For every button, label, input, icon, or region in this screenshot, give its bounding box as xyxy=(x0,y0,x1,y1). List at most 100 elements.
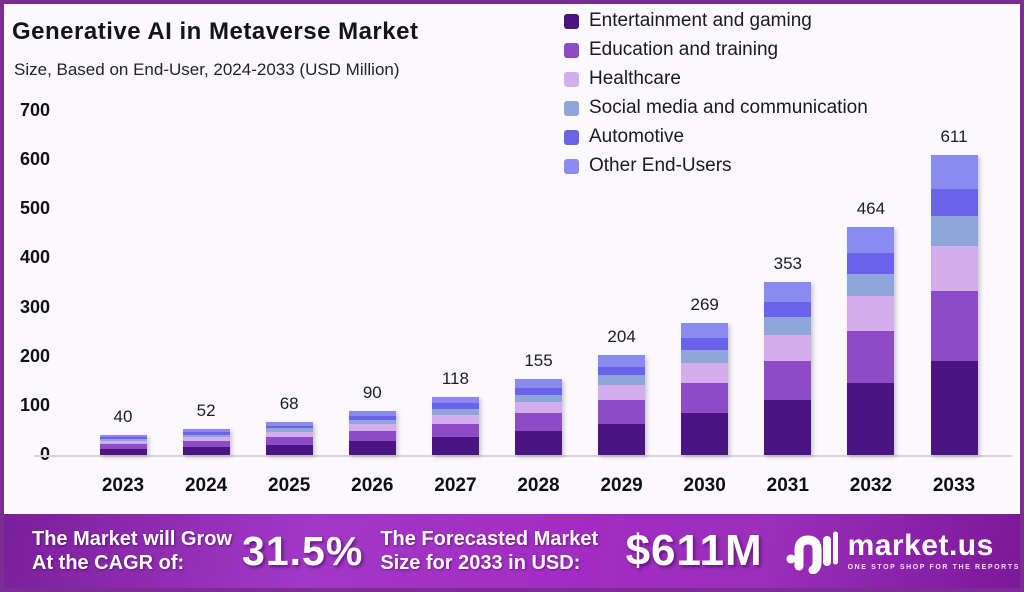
bar-segment xyxy=(764,317,812,335)
x-axis-tick-2023: 2023 xyxy=(101,475,145,496)
bar-segment xyxy=(598,375,646,386)
legend-swatch-icon xyxy=(564,100,579,116)
bar-segment xyxy=(930,189,978,217)
bar-segment xyxy=(764,334,812,361)
bar-segment xyxy=(847,227,895,254)
bar-segment xyxy=(431,436,479,455)
bar-2029 xyxy=(598,354,646,455)
x-axis-tick-2027: 2027 xyxy=(434,475,477,496)
bar-segment xyxy=(764,400,812,455)
bar-segment xyxy=(930,291,978,361)
bar-segment xyxy=(930,154,978,190)
bar-segment xyxy=(847,330,895,384)
bar-segment xyxy=(431,408,479,415)
y-axis-tick-500: 500 xyxy=(19,198,50,219)
x-axis-tick-2030: 2030 xyxy=(683,475,726,496)
cagr-value: 31.5% xyxy=(242,527,364,574)
bar-total-label-2023: 40 xyxy=(113,407,133,427)
bar-total-label-2026: 90 xyxy=(362,382,382,402)
legend-swatch-icon xyxy=(564,158,579,174)
cagr-label: The Market will Grow At the CAGR of: xyxy=(32,527,235,576)
bar-chart: 0 100 200 300 400 500 600 700 40 2023 52 2024 68 2025… xyxy=(4,4,1020,514)
marketus-logo: market.us ONE STOP SHOP FOR THE REPORTS xyxy=(786,528,1020,574)
cagr-label-line1: The Market will Grow xyxy=(32,527,233,550)
bar-segment xyxy=(348,424,396,431)
bar-segment xyxy=(182,432,230,435)
bar-segment xyxy=(265,436,313,445)
bar-segment xyxy=(182,437,230,442)
bar-segment xyxy=(681,363,729,383)
bar-segment xyxy=(182,441,230,448)
bar-total-label-2032: 464 xyxy=(856,198,886,218)
bar-segment xyxy=(681,338,729,350)
x-axis-tick-2032: 2032 xyxy=(849,475,893,496)
legend-label: Entertainment and gaming xyxy=(589,10,812,31)
bar-2028 xyxy=(515,378,562,455)
x-axis-tick-2029: 2029 xyxy=(600,475,643,496)
bar-segment xyxy=(182,429,230,433)
legend-label: Automotive xyxy=(589,126,685,147)
bar-segment xyxy=(348,415,396,420)
bar-segment xyxy=(265,425,313,429)
bar-segment xyxy=(348,419,396,425)
bar-segment xyxy=(681,382,729,414)
bar-total-label-2030: 269 xyxy=(690,294,719,314)
bar-segment xyxy=(348,430,396,442)
bar-segment xyxy=(598,354,646,367)
marketus-logo-icon xyxy=(786,531,838,574)
forecast-label-line1: The Forecasted Market xyxy=(380,527,599,550)
footer-banner: The Market will Grow At the CAGR of: 31.… xyxy=(4,514,1020,588)
legend-swatch-icon xyxy=(564,71,579,87)
bar-segment xyxy=(930,216,978,247)
bar-total-label-2028: 155 xyxy=(524,350,553,370)
x-axis-tick-2026: 2026 xyxy=(351,475,394,496)
bar-segment xyxy=(764,301,812,318)
bar-segment xyxy=(182,447,230,455)
bar-total-label-2029: 204 xyxy=(607,326,636,346)
bar-segment xyxy=(847,296,895,331)
x-axis-tick-2033: 2033 xyxy=(932,475,976,496)
legend-item-6: Other End-Users xyxy=(564,155,868,177)
bar-segment xyxy=(681,413,729,455)
bar-segment xyxy=(598,366,646,376)
bar-segment xyxy=(265,428,313,432)
y-axis-tick-700: 700 xyxy=(19,100,50,120)
bar-2032 xyxy=(847,227,895,455)
bar-segment xyxy=(598,423,646,455)
bar-segment xyxy=(515,430,562,455)
legend: Entertainment and gaming Education and tr… xyxy=(564,10,868,177)
x-axis-tick-2025: 2025 xyxy=(268,475,311,496)
cagr-label-line2: At the CAGR of: xyxy=(32,552,185,574)
bar-2031 xyxy=(764,281,812,455)
bar-segment xyxy=(431,414,479,424)
bar-2023 xyxy=(99,435,147,455)
bar-segment xyxy=(182,434,230,438)
bar-total-label-2024: 52 xyxy=(196,401,216,421)
y-axis-tick-300: 300 xyxy=(19,296,50,317)
legend-item-4: Social media and communication xyxy=(564,97,868,119)
legend-swatch-icon xyxy=(564,129,579,145)
bar-segment xyxy=(265,421,313,426)
legend-item-3: Healthcare xyxy=(564,68,868,90)
bar-2030 xyxy=(681,322,729,455)
x-axis-line xyxy=(34,455,1012,457)
bar-segment xyxy=(348,441,396,455)
x-axis-tick-2024: 2024 xyxy=(184,475,228,496)
marketus-logo-text: market.us xyxy=(847,529,994,562)
y-axis-tick-100: 100 xyxy=(19,394,50,415)
bar-segment xyxy=(265,444,313,455)
bar-segment xyxy=(681,349,729,364)
x-axis-tick-2028: 2028 xyxy=(517,475,560,496)
y-axis-tick-0: 0 xyxy=(39,444,50,464)
bar-segment xyxy=(515,394,562,402)
bar-2024 xyxy=(182,429,230,455)
bar-segment xyxy=(515,378,562,388)
bar-segment xyxy=(515,413,562,431)
bar-total-label-2027: 118 xyxy=(441,369,469,388)
bar-segment xyxy=(431,403,479,409)
bar-segment xyxy=(515,387,562,395)
page-title: Generative AI in Metaverse Market xyxy=(12,18,419,45)
forecast-label-line2: Size for 2033 in USD: xyxy=(380,552,581,574)
bar-segment xyxy=(764,360,812,401)
